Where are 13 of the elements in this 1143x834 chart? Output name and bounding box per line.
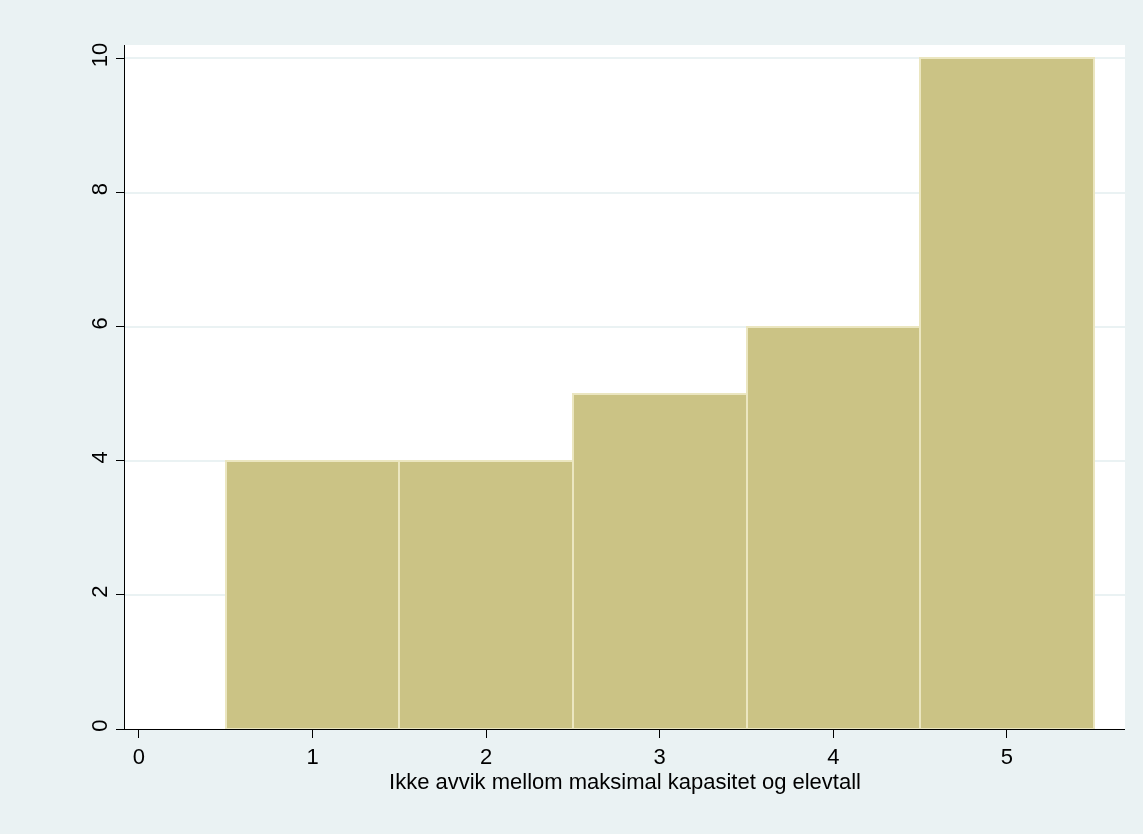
y-tick-label: 0 — [87, 719, 113, 732]
x-tick-label: 2 — [479, 744, 493, 770]
x-axis-title: Ikke avvik mellom maksimal kapasitet og elevtall — [389, 769, 861, 795]
y-tick-label: 8 — [87, 183, 113, 196]
x-tick-label: 0 — [132, 744, 146, 770]
x-tick-label: 4 — [827, 744, 840, 770]
y-tick-label: 6 — [87, 317, 113, 330]
x-tick-label: 1 — [306, 744, 319, 770]
y-tick-label: 2 — [87, 585, 113, 598]
y-tick-label: 10 — [87, 42, 113, 68]
x-tick-label: 5 — [1000, 744, 1014, 770]
x-tick-label: 3 — [653, 744, 666, 770]
y-tick-label: 4 — [87, 451, 113, 464]
